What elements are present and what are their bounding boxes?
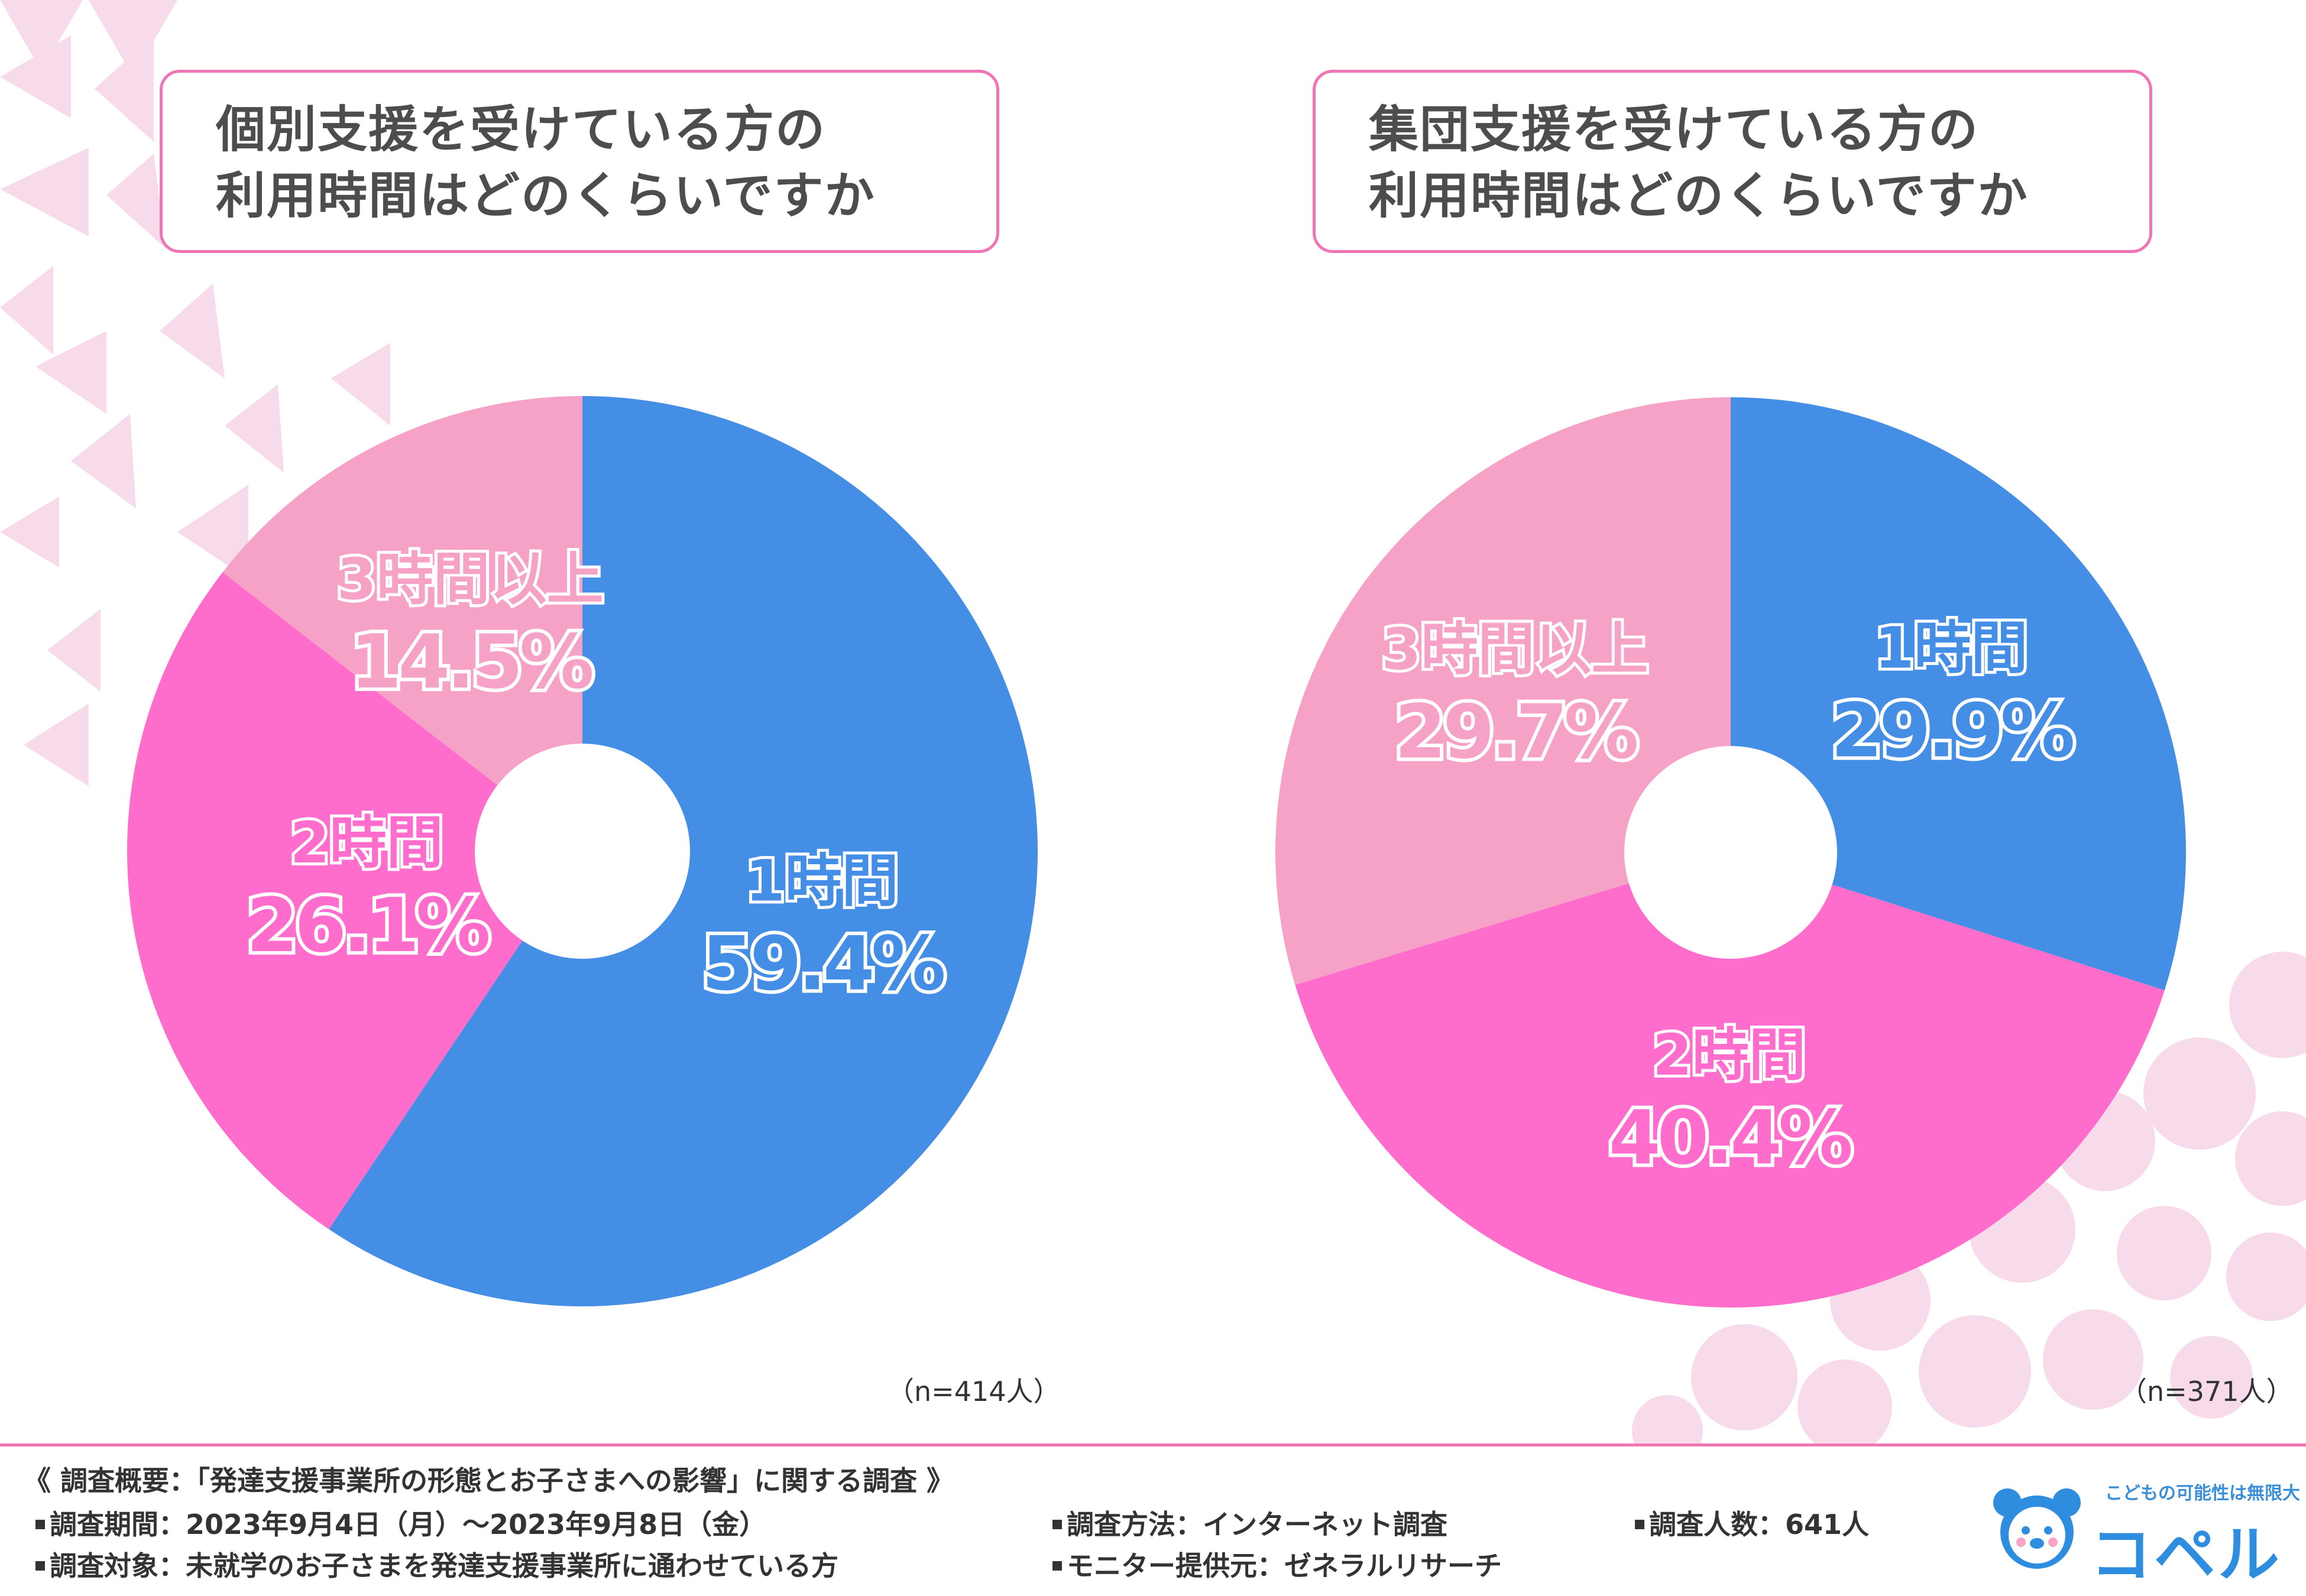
title-line-2: 利用時間はどのくらいですか [216, 167, 876, 225]
chart-title-individual: 個別支援を受けている方の 利用時間はどのくらいですか [160, 70, 999, 253]
method-label: 調査方法： [1067, 1509, 1203, 1540]
provider-value: ゼネラルリサーチ [1284, 1550, 1502, 1582]
chart-title-group: 集団支援を受けている方の 利用時間はどのくらいですか [1313, 70, 2152, 253]
logo-tagline: こどもの可能性は無限大 [2105, 1483, 2300, 1504]
category-label-chart2-1h: 1時間 [1875, 615, 2028, 681]
value-label-chart1-2h: 26.1% [247, 882, 489, 969]
pie-slice-chart1-2h [127, 572, 582, 1230]
value-label-chart2-3h-plus: 29.7% [1394, 689, 1637, 776]
value-label-chart1-3h-plus: 14.5% [350, 618, 592, 705]
category-label-chart1-2h: 2時間 [290, 810, 443, 876]
pie-slice-chart2-2h [1295, 852, 2165, 1308]
title-line-2: 利用時間はどのくらいですか [1369, 167, 2029, 225]
provider-label: モニター提供元： [1067, 1550, 1284, 1582]
sample-size-group: （n=371人） [2120, 1376, 2294, 1407]
category-label-chart1-1h: 1時間 [746, 848, 899, 914]
pie-slice-chart1-3h-plus [222, 396, 582, 851]
survey-summary: 《 調査概要：「発達支援事業所の形態とお子さまへの影響」に関する調査 》 [24, 1465, 954, 1497]
sample-size-individual: （n=414人） [887, 1376, 1061, 1407]
method-value: インターネット調査 [1203, 1509, 1447, 1540]
donut-hole-chart1 [475, 744, 690, 959]
period-label: 調査期間： [50, 1509, 186, 1540]
copel-logo: こどもの可能性は無限大 コペル [1987, 1476, 2300, 1591]
value-label-chart2-1h: 29.9% [1831, 687, 2073, 774]
target-label: 調査対象： [50, 1550, 186, 1582]
category-label-chart2-3h-plus: 3時間以上 [1382, 617, 1648, 683]
survey-count: 調査人数：641人 [1635, 1503, 1869, 1542]
category-label-chart1-3h-plus: 3時間以上 [337, 546, 604, 612]
target-value: 未就学のお子さまを発達支援事業所に通わせている方 [186, 1550, 838, 1582]
count-label: 調査人数： [1649, 1509, 1785, 1540]
count-value: 641人 [1785, 1509, 1870, 1540]
period-value: 2023年9月4日（月）～2023年9月8日（金） [186, 1509, 767, 1540]
title-line-1: 集団支援を受けている方の [1369, 100, 1980, 158]
donut-hole-chart2 [1624, 746, 1837, 959]
pie-slice-chart2-3h-plus [1275, 397, 1731, 985]
value-label-chart2-2h: 40.4% [1609, 1094, 1851, 1181]
survey-target: 調査対象：未就学のお子さまを発達支援事業所に通わせている方 [35, 1545, 838, 1584]
title-line-1: 個別支援を受けている方の [216, 100, 827, 158]
survey-period: 調査期間：2023年9月4日（月）～2023年9月8日（金） [35, 1503, 766, 1542]
pie-slice-chart2-1h [1731, 397, 2186, 991]
value-label-chart1-1h: 59.4% [702, 920, 944, 1007]
survey-provider: モニター提供元：ゼネラルリサーチ [1052, 1545, 1502, 1584]
bear-logo-icon [1993, 1488, 2081, 1569]
logo-name: コペル [2090, 1519, 2282, 1591]
category-label-chart2-2h: 2時間 [1653, 1022, 1806, 1088]
survey-footer: 《 調査概要：「発達支援事業所の形態とお子さまへの影響」に関する調査 》 調査期… [0, 1443, 2306, 1596]
survey-method: 調査方法：インターネット調査 [1052, 1503, 1447, 1542]
